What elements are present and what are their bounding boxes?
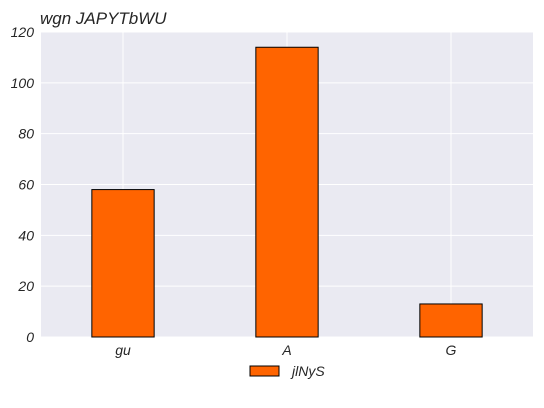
y-tick-label: 0	[26, 329, 34, 345]
bars	[91, 46, 483, 338]
x-tick-label: gu	[115, 342, 131, 358]
y-tick-label: 120	[11, 24, 35, 40]
legend-label: jlNyS	[290, 363, 325, 379]
y-tick-label: 20	[17, 278, 34, 294]
x-tick-label: G	[446, 342, 457, 358]
y-tick-label: 60	[18, 177, 34, 193]
x-axis-ticks: gu A G	[115, 342, 456, 358]
bar-gu	[91, 189, 155, 338]
y-tick-label: 40	[18, 227, 34, 243]
legend: jlNyS	[249, 363, 325, 379]
y-tick-label: 80	[18, 126, 34, 142]
bar-G	[419, 303, 483, 338]
legend-swatch	[249, 365, 280, 377]
y-tick-label: 100	[11, 75, 35, 91]
y-axis-ticks: 0 20 40 60 80 100 120	[11, 24, 35, 345]
bar-A	[255, 46, 319, 338]
chart-title: wgn JAPYTbWU	[40, 9, 167, 28]
x-tick-label: A	[281, 342, 291, 358]
